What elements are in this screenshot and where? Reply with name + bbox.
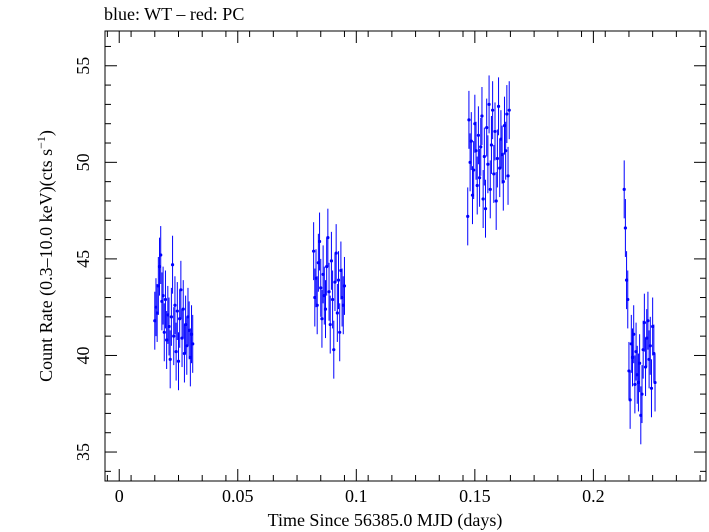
data-point (489, 143, 494, 147)
data-point (336, 278, 341, 282)
data-point (474, 149, 478, 153)
x-tick-label: 0 (115, 486, 124, 506)
x-axis-label: Time Since 56385.0 MJD (days) (268, 510, 503, 531)
data-point (633, 382, 637, 387)
data-point (480, 114, 484, 118)
data-point (485, 125, 489, 130)
data-point (174, 350, 178, 354)
data-point (483, 207, 488, 211)
plot-frame (104, 30, 707, 482)
data-point (640, 392, 644, 396)
data-point (496, 104, 501, 108)
data-point (335, 311, 339, 315)
x-tick-label: 0.15 (459, 486, 491, 506)
data-point (477, 176, 482, 180)
data-point (176, 359, 181, 363)
data-point (646, 319, 650, 323)
data-point (334, 251, 338, 255)
data-point (493, 129, 497, 134)
data-point (491, 108, 495, 112)
data-point (466, 214, 470, 219)
data-point (328, 322, 332, 327)
data-point (168, 357, 172, 361)
data-point (495, 156, 499, 161)
data-point (506, 174, 510, 178)
y-axis-label-end: ) (36, 130, 57, 136)
data-point (469, 139, 473, 143)
data-point (501, 180, 505, 184)
data-point (648, 344, 652, 348)
data-point (342, 284, 347, 288)
data-point (312, 249, 316, 253)
data-point (326, 236, 330, 240)
data-point (488, 187, 492, 191)
data-point (163, 297, 168, 302)
data-point (623, 226, 627, 230)
data-point (487, 102, 491, 106)
data-point (507, 108, 511, 112)
data-point (161, 293, 165, 298)
data-point (628, 398, 632, 402)
data-point (181, 307, 185, 311)
data-series (153, 75, 657, 445)
data-point (486, 162, 490, 166)
y-axis-label-sup: −1 (34, 136, 48, 149)
x-tick-label: 0.2 (582, 486, 605, 506)
y-tick-label: 55 (73, 57, 93, 75)
data-point (632, 332, 636, 336)
data-point (481, 197, 485, 201)
data-point (317, 239, 322, 244)
data-point (494, 199, 498, 203)
data-point (638, 361, 642, 365)
x-tick-label: 0.05 (222, 486, 254, 506)
y-tick-label: 40 (73, 346, 93, 364)
x-axis: 0 0.05 0.1 0.15 0.2 (106, 31, 701, 506)
y-axis-label: Count Rate (0.3–10.0 keV)(cts s−1) (34, 130, 57, 382)
chart-title: blue: WT – red: PC (104, 4, 245, 24)
y-tick-label: 45 (73, 250, 93, 268)
y-axis-label-main: Count Rate (0.3–10.0 keV)(cts s (36, 149, 57, 382)
data-point (323, 307, 328, 311)
data-point (505, 112, 509, 116)
data-point (626, 297, 630, 302)
data-point (472, 168, 476, 172)
data-point (159, 253, 163, 257)
data-point (175, 309, 179, 313)
x-tick-label: 0.1 (345, 486, 368, 506)
y-tick-label: 50 (73, 153, 93, 171)
data-point (622, 187, 626, 191)
data-point (327, 290, 331, 294)
data-point (191, 342, 195, 346)
data-point (319, 286, 323, 290)
data-point (169, 315, 173, 319)
data-point (338, 330, 342, 334)
data-point (492, 172, 496, 176)
data-point (467, 118, 471, 122)
data-point (649, 386, 654, 390)
data-point (320, 317, 324, 321)
data-point (172, 334, 176, 338)
data-point (476, 133, 481, 137)
data-point (475, 183, 479, 188)
data-point (330, 297, 335, 302)
data-point (162, 330, 166, 334)
data-point (173, 303, 177, 307)
data-point (642, 321, 646, 325)
data-point (167, 324, 171, 329)
data-point (504, 149, 508, 153)
data-point (315, 303, 319, 307)
data-point (329, 259, 334, 263)
data-point (653, 380, 657, 385)
data-point (332, 348, 336, 352)
y-axis: 35 40 45 50 55 (73, 45, 706, 472)
data-point (482, 154, 486, 159)
data-point (170, 263, 175, 267)
data-point (479, 145, 483, 149)
y-tick-label: 35 (73, 443, 93, 461)
data-point (179, 288, 183, 292)
